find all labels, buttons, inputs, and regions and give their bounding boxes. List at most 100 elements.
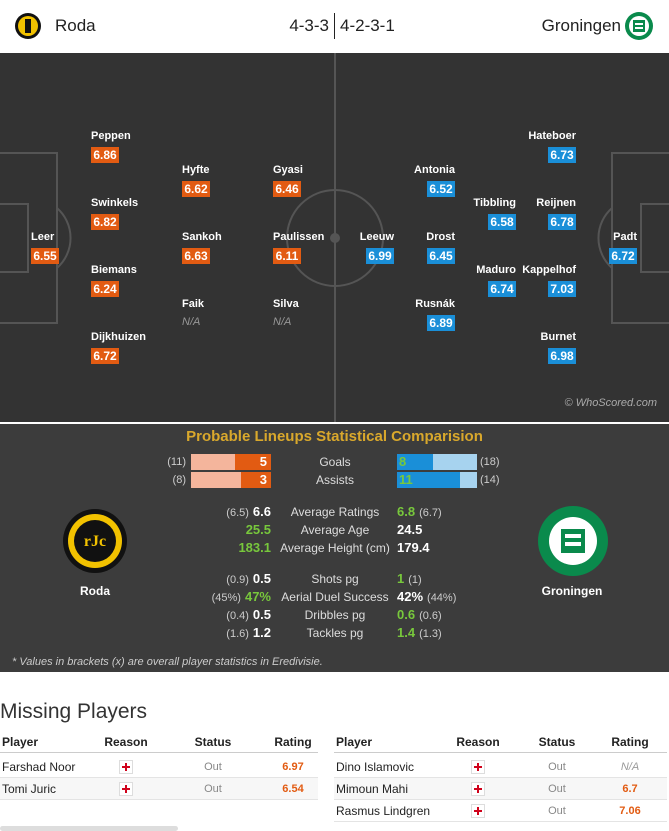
stat-label: Shots pg <box>311 572 359 586</box>
player-name: Burnet <box>540 331 576 343</box>
player-name: Rusnák <box>415 298 455 310</box>
injury-icon <box>119 782 133 796</box>
player-name: Silva <box>273 298 299 310</box>
away-value: 42% <box>397 589 424 604</box>
home-overall: (6.5) <box>226 507 249 519</box>
home-stat: (1.6) 1.2 <box>226 625 271 640</box>
player-name: Tomi Juric <box>2 782 57 796</box>
player-name: Maduro <box>476 264 516 276</box>
column-header: Reason <box>456 735 500 749</box>
away-value: 11 <box>399 472 413 487</box>
home-bar: 5 <box>191 454 271 470</box>
home-overall: (0.4) <box>226 610 249 622</box>
player-rating: 6.98 <box>548 348 576 364</box>
column-header: Player <box>336 735 373 749</box>
status: Out <box>204 783 222 795</box>
home-stat: (45%) 47% <box>212 589 271 604</box>
player-name: Rasmus Lindgren <box>336 804 431 818</box>
table-header-line <box>0 752 318 753</box>
away-value: 8 <box>399 454 407 469</box>
cross-h <box>122 766 130 768</box>
player-rating: 6.52 <box>427 181 455 197</box>
away-overall: (14) <box>480 474 500 486</box>
home-value: 25.5 <box>245 522 271 537</box>
player-rating: 6.74 <box>488 281 516 297</box>
away-bar-fill <box>397 472 460 488</box>
cross-h <box>474 766 482 768</box>
rating: 6.7 <box>622 783 638 795</box>
rating: 6.54 <box>282 783 304 795</box>
stat-label: Average Height (cm) <box>280 541 390 555</box>
player-rating: 6.72 <box>609 248 637 264</box>
home-value: 183.1 <box>238 540 271 555</box>
home-value: 6.6 <box>252 504 271 519</box>
rating: 7.06 <box>619 805 641 817</box>
player-rating: 6.78 <box>548 214 576 230</box>
home-bar-fill <box>241 472 271 488</box>
away-value: 6.8 <box>397 504 416 519</box>
home-value: 5 <box>259 454 267 469</box>
away-team: Groningen <box>541 16 621 35</box>
player-rating: 6.11 <box>273 248 301 264</box>
column-header: Rating <box>274 735 312 749</box>
player-name: Leeuw <box>359 231 394 243</box>
player-rating: 6.73 <box>548 147 576 163</box>
column-header: Status <box>538 735 576 749</box>
rating: 6.97 <box>282 761 304 773</box>
away-stat: 1 (1) <box>397 571 422 586</box>
home-value: 47% <box>244 589 271 604</box>
player-name: Tibbling <box>473 197 516 209</box>
table-row <box>0 756 318 778</box>
home-value: 0.5 <box>252 571 271 586</box>
player-name: Drost <box>426 231 455 243</box>
home-team: Roda <box>55 16 96 35</box>
player-name: Farshad Noor <box>2 760 76 774</box>
comparison-title: Probable Lineups Statistical Comparision <box>186 428 483 445</box>
home-bar-fill <box>234 454 271 470</box>
home-overall: (45%) <box>211 592 241 604</box>
player-name: Faik <box>182 298 205 310</box>
away-value: 179.4 <box>397 540 430 555</box>
away-value: 1 <box>397 571 405 586</box>
home-bar: 3 <box>191 472 271 488</box>
stat-label: Average Age <box>300 523 370 537</box>
player-name: Biemans <box>91 264 137 276</box>
pitch: © WhoScored.com Leer 6.55 Peppen 6.86 Swinke… <box>0 53 669 422</box>
player-name: Swinkels <box>91 197 139 209</box>
player-rating: 6.55 <box>31 248 59 264</box>
injury-icon <box>471 760 485 774</box>
player-name: Dijkhuizen <box>91 331 147 343</box>
home-overall: (11) <box>167 456 186 468</box>
home-stat: 25.5 <box>246 522 271 537</box>
away-bar: 8 <box>397 454 477 470</box>
away-value: 0.6 <box>397 607 416 622</box>
home-logo: rJc <box>63 509 127 573</box>
player-name: Sankoh <box>182 231 222 243</box>
away-stat: 179.4 <box>397 540 430 555</box>
away-value: 1.4 <box>397 625 416 640</box>
svg-text:rJc: rJc <box>84 533 106 550</box>
table-row <box>0 778 318 800</box>
away-stat: 42% (44%) <box>397 589 456 604</box>
stat-label: Dribbles pg <box>304 608 366 622</box>
player-name: Peppen <box>91 130 131 142</box>
rating: N/A <box>620 761 640 773</box>
player-name: Dino Islamovic <box>336 760 415 774</box>
table-row <box>334 800 667 822</box>
stat-label: Aerial Duel Success <box>281 590 389 604</box>
injury-icon <box>119 760 133 774</box>
cross-h <box>474 788 482 790</box>
scrollbar[interactable] <box>0 826 178 831</box>
injury-icon <box>471 804 485 818</box>
player-name: Paulissen <box>273 231 325 243</box>
away-value: 24.5 <box>397 522 423 537</box>
player-rating: 6.86 <box>91 147 119 163</box>
home-overall: (1.6) <box>226 628 249 640</box>
away-overall: (18) <box>480 456 500 468</box>
player-rating: N/A <box>182 316 201 328</box>
status: Out <box>548 783 566 795</box>
status: Out <box>204 761 222 773</box>
column-header: Player <box>2 735 39 749</box>
